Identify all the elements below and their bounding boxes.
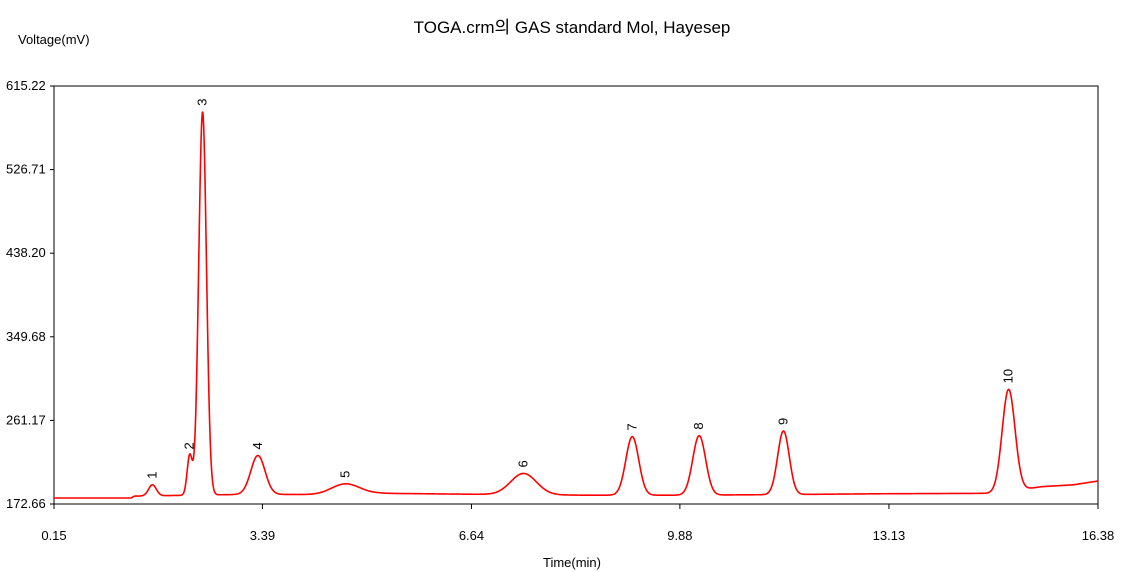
x-tick-label: 16.38 (1082, 528, 1115, 543)
y-tick-label: 349.68 (6, 329, 46, 344)
y-axis: 615.22 526.71 438.20 349.68 261.17 172.66 (6, 78, 54, 511)
peak-label: 4 (250, 442, 265, 449)
peak-label: 6 (516, 460, 531, 467)
peak-label: 8 (691, 422, 706, 429)
y-tick-label: 615.22 (6, 78, 46, 93)
y-axis-title: Voltage(mV) (18, 32, 90, 47)
peak-labels: 1 2 3 4 5 6 7 8 9 10 (144, 98, 1015, 478)
y-tick-label: 438.20 (6, 245, 46, 260)
x-axis-title: Time(min) (543, 555, 601, 570)
peak-label: 10 (1001, 369, 1016, 383)
peak-label: 3 (195, 98, 210, 105)
peak-label: 7 (624, 423, 639, 430)
x-axis: 0.15 3.39 6.64 9.88 13.13 16.38 (41, 504, 1114, 543)
y-tick-label: 261.17 (6, 412, 46, 427)
x-tick-label: 0.15 (41, 528, 66, 543)
x-tick-label: 3.39 (250, 528, 275, 543)
x-tick-label: 6.64 (459, 528, 484, 543)
y-tick-label: 172.66 (6, 496, 46, 511)
x-tick-label: 13.13 (873, 528, 906, 543)
y-tick-label: 526.71 (6, 162, 46, 177)
plot-area-frame (53, 85, 1099, 505)
x-tick-label: 9.88 (667, 528, 692, 543)
peak-label: 2 (182, 442, 197, 449)
peak-label: 1 (144, 472, 159, 479)
peak-label: 9 (775, 418, 790, 425)
chromatogram-trace (53, 111, 1099, 499)
chart-title: TOGA.crm의 GAS standard Mol, Hayesep (414, 18, 731, 37)
peak-label: 5 (337, 471, 352, 478)
